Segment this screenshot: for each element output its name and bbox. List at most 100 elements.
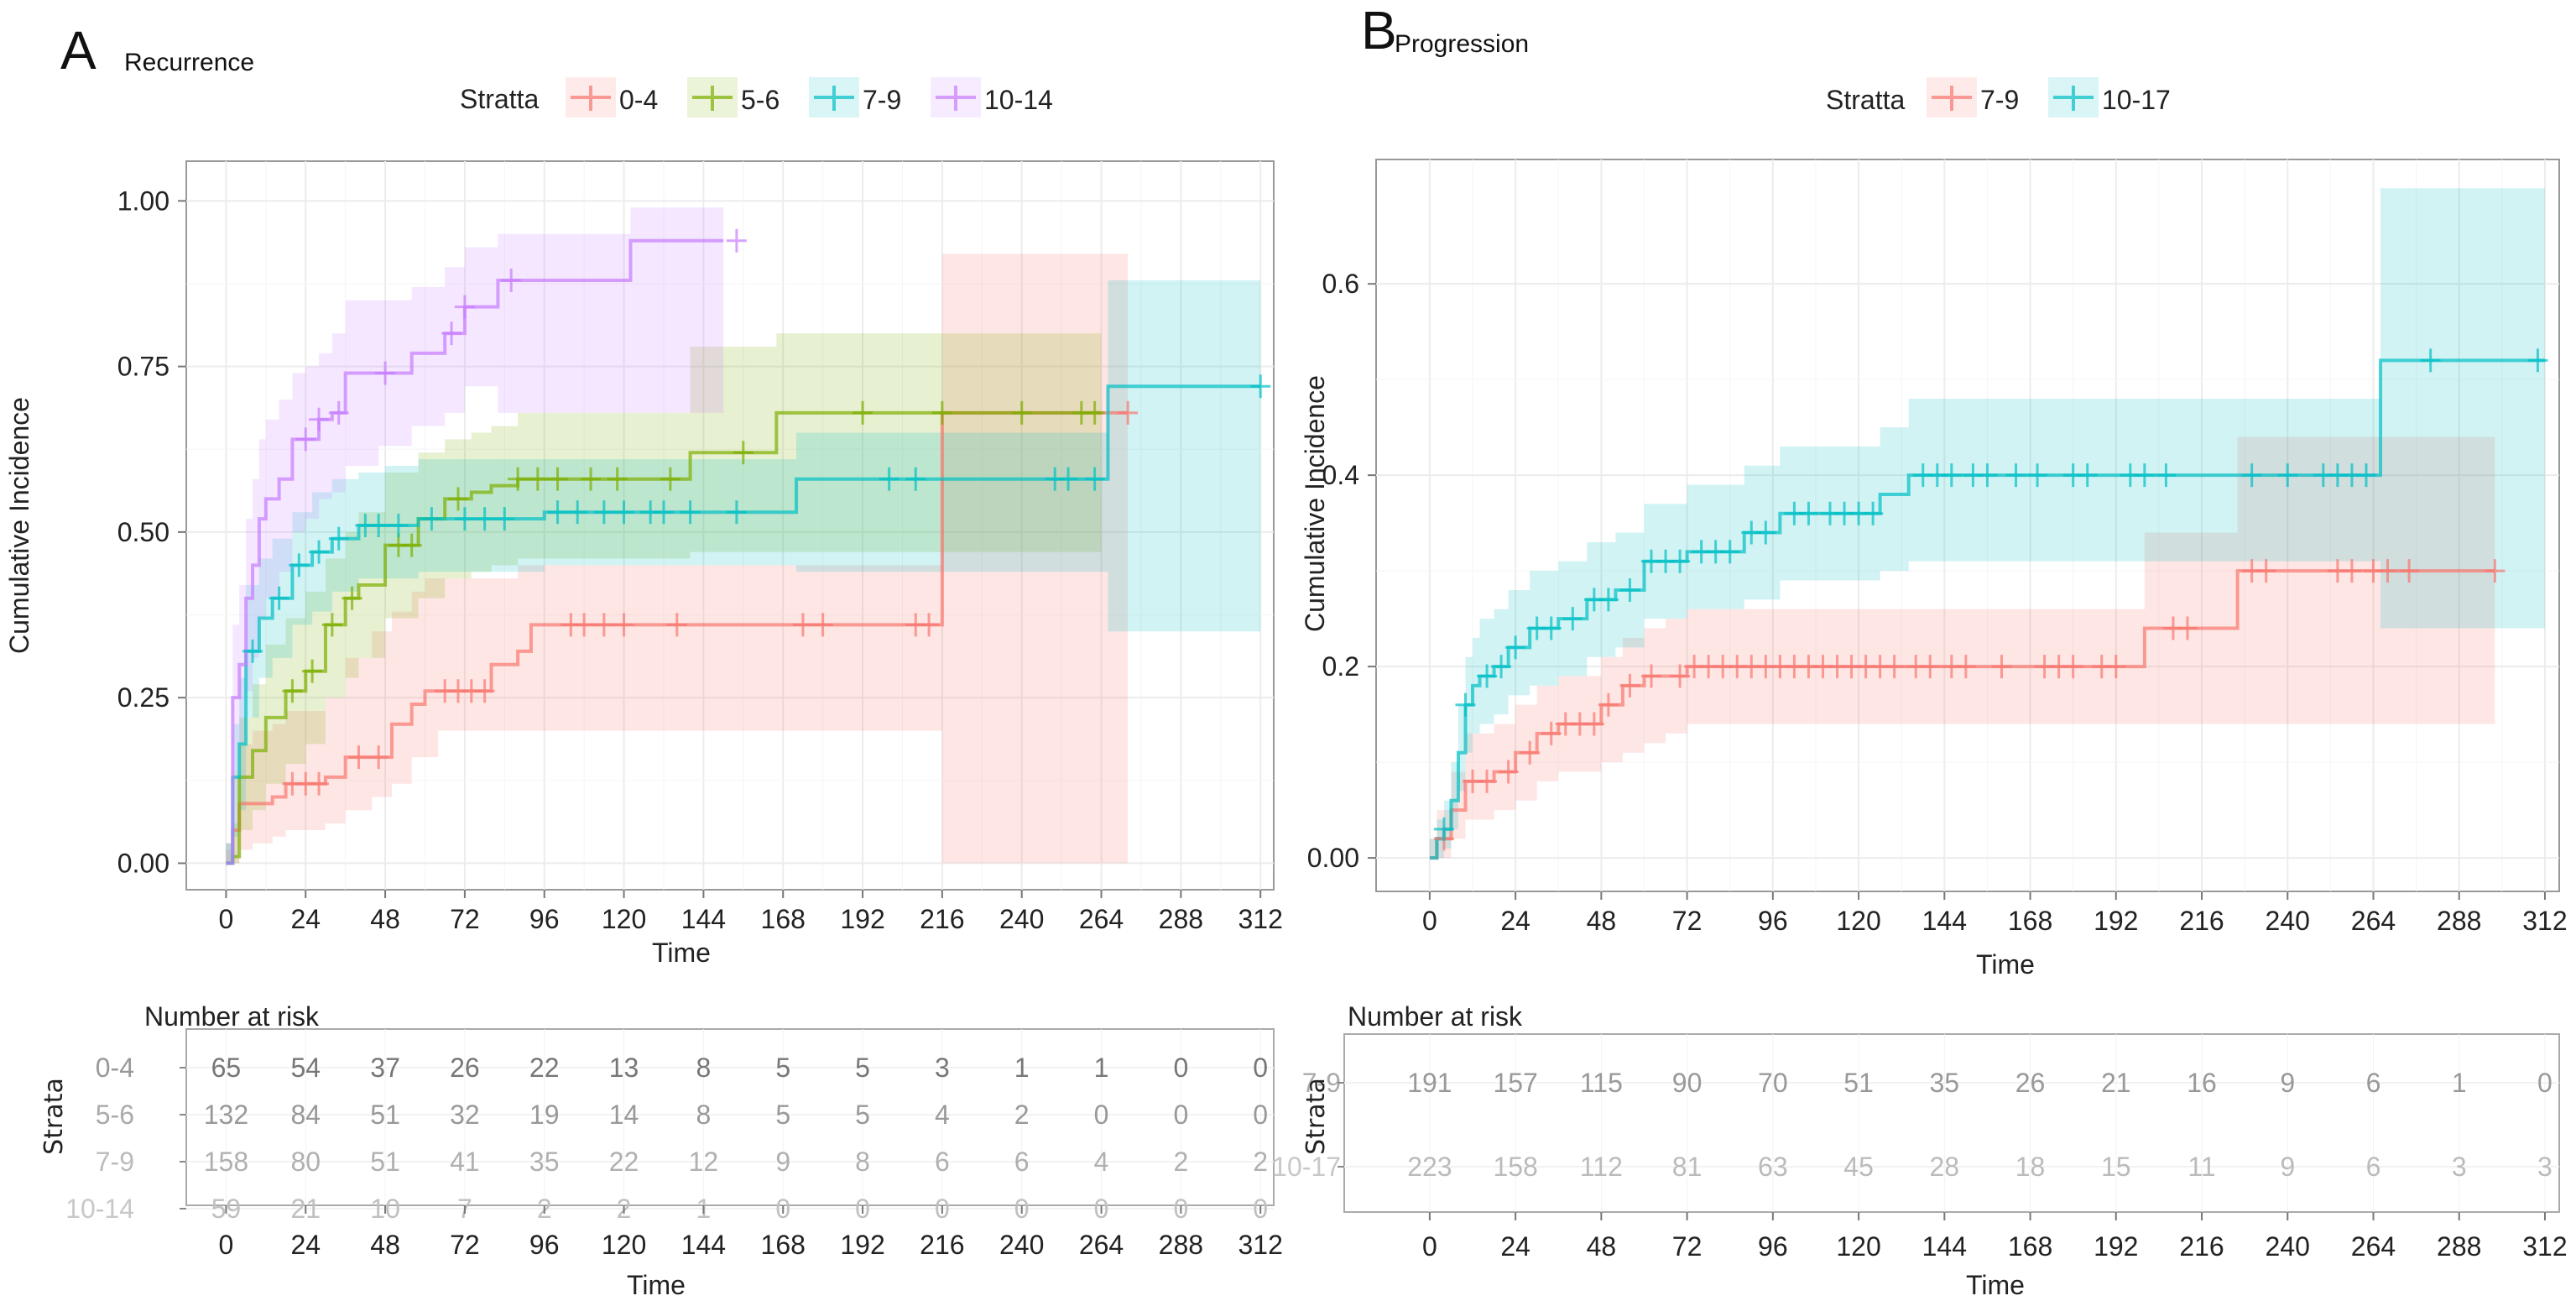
censor-mark-7-9	[680, 500, 701, 525]
y-tick-label: 0.00	[117, 848, 169, 878]
risk-x-tick-label: 216	[920, 1230, 964, 1260]
x-tick-label: 216	[920, 904, 964, 934]
risk-x-tick-label: 24	[1500, 1231, 1530, 1262]
risk-value: 3	[935, 1053, 950, 1083]
censor-mark-7-9	[242, 639, 263, 663]
risk-x-tick-label: 288	[1159, 1230, 1203, 1260]
censor-mark-10-14	[295, 427, 316, 452]
x-tick-label: 312	[1238, 904, 1282, 934]
risk-x-tick-label: 72	[1672, 1231, 1703, 1262]
risk-x-tick-label: 264	[2351, 1231, 2396, 1262]
censor-mark-5-6	[401, 533, 422, 557]
risk-table-area-a	[185, 1028, 1275, 1206]
risk-table-ylabel-a: Strata	[39, 1078, 69, 1155]
risk-table-xlabel-b: Time	[1966, 1270, 2025, 1300]
risk-value: 9	[2280, 1152, 2295, 1182]
risk-value: 32	[450, 1100, 480, 1130]
risk-value: 6	[2366, 1068, 2381, 1098]
censor-mark-7-9	[2485, 559, 2506, 583]
legend-label-10-17: 10-17	[2102, 85, 2171, 115]
x-tick-label: 264	[1079, 904, 1124, 934]
risk-value: 5	[855, 1053, 870, 1083]
y-tick-label: 0.6	[1322, 269, 1359, 299]
censor-mark-10-17	[1619, 577, 1640, 602]
censor-mark-7-9	[1477, 769, 1498, 793]
censor-mark-7-9	[368, 514, 389, 537]
censor-mark-7-9	[567, 500, 588, 525]
x-tick-label: 216	[2179, 906, 2224, 936]
censor-mark-5-6	[853, 400, 873, 425]
censor-mark-10-17	[2277, 463, 2298, 488]
legend-a: Stratta 0-4 5-6 7-9 10-14	[460, 77, 1053, 118]
censor-mark-5-6	[547, 467, 568, 491]
censor-mark-10-17	[1541, 616, 1562, 640]
censor-mark-7-9	[1619, 673, 1640, 698]
censor-mark-10-17	[1505, 635, 1526, 660]
risk-value: 70	[1758, 1068, 1788, 1098]
risk-x-tick-label: 144	[1922, 1231, 1967, 1262]
curve-0-4	[226, 410, 1129, 865]
censor-mark-7-9	[2399, 559, 2420, 583]
censor-mark-5-6	[282, 679, 303, 703]
confidence-band-7-9	[1429, 436, 2495, 859]
censor-mark-7-9	[328, 526, 349, 551]
risk-value: 84	[290, 1100, 321, 1130]
risk-value: 11	[2188, 1152, 2215, 1182]
censor-mark-10-17	[2027, 463, 2048, 488]
risk-stratum-label: 0-4	[96, 1053, 134, 1083]
risk-value: 3	[2537, 1152, 2553, 1182]
risk-x-tick-label: 264	[1079, 1230, 1124, 1260]
legend-b: Stratta 7-9 10-17	[1826, 77, 2171, 118]
censor-mark-5-6	[527, 467, 548, 491]
x-tick-label: 144	[1922, 906, 1967, 936]
risk-value: 4	[935, 1100, 950, 1130]
risk-table-a: 0-4 65 54 37 26 22 13 8 5 5 3 1 1 0 05-6 132 84 51 32 19 14 8…	[65, 1029, 1283, 1260]
risk-value: 115	[1580, 1068, 1623, 1098]
x-tick-label: 264	[2351, 906, 2396, 936]
legend-label-10-14: 10-14	[984, 85, 1053, 115]
risk-value: 5	[855, 1100, 870, 1130]
risk-x-tick-label: 312	[2522, 1231, 2567, 1262]
censor-mark-7-9	[2105, 655, 2126, 679]
risk-value: 51	[1843, 1068, 1874, 1098]
censor-mark-10-17	[2156, 463, 2177, 488]
risk-x-tick-label: 96	[529, 1230, 560, 1260]
risk-stratum-label: 7-9	[1302, 1068, 1341, 1098]
censor-mark-10-14	[309, 407, 330, 431]
risk-value: 0	[1173, 1053, 1188, 1083]
risk-x-tick-label: 312	[1238, 1230, 1282, 1260]
x-tick-label: 192	[840, 904, 884, 934]
risk-x-tick-label: 0	[1422, 1231, 1437, 1262]
risk-value: 0	[1253, 1053, 1268, 1083]
censor-mark-10-17	[2077, 463, 2098, 488]
risk-value: 0	[2537, 1068, 2553, 1098]
risk-x-tick-label: 216	[2179, 1231, 2224, 1262]
censor-mark-7-9	[1583, 712, 1604, 736]
risk-value: 9	[775, 1147, 790, 1177]
risk-x-tick-label: 144	[681, 1230, 726, 1260]
risk-value: 45	[1843, 1152, 1874, 1182]
risk-value: 41	[450, 1147, 480, 1177]
risk-value: 13	[609, 1053, 639, 1083]
censor-mark-0-4	[474, 679, 495, 703]
censor-mark-7-9	[2062, 655, 2083, 679]
censor-marks-a	[242, 228, 1271, 796]
censor-mark-7-9	[454, 507, 475, 531]
risk-value: 81	[1672, 1152, 1703, 1182]
censor-mark-7-9	[593, 500, 614, 525]
x-tick-label: 288	[2437, 906, 2481, 936]
risk-value: 8	[696, 1053, 711, 1083]
risk-value: 6	[935, 1147, 950, 1177]
y-axis-b: 0.00 0.2 0.4 0.6	[1307, 269, 1376, 873]
legend-glyph-10-14	[936, 86, 976, 111]
risk-value: 0	[1253, 1100, 1268, 1130]
censor-mark-5-6	[581, 467, 602, 491]
risk-value: 191	[1407, 1068, 1452, 1098]
legend-glyph-0-4	[571, 86, 611, 111]
panel-b: B Progression Stratta 7-9 10-17 0.000.20.…	[1272, 0, 2567, 1300]
censor-mark-7-9	[2255, 559, 2276, 583]
censor-mark-5-6	[342, 586, 362, 610]
censor-mark-10-17	[1941, 463, 1962, 488]
x-tick-label: 48	[370, 904, 400, 934]
risk-value: 112	[1580, 1152, 1623, 1182]
